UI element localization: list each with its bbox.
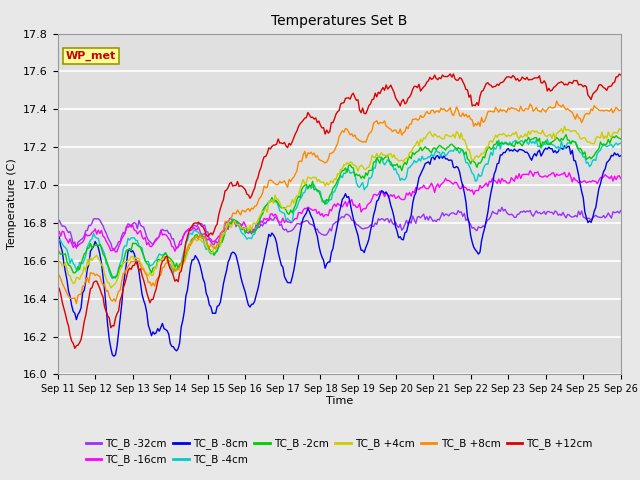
TC_B -4cm [617,140,625,146]
TC_B -32cm [160,228,168,233]
TC_B -2cm [562,132,570,138]
TC_B +12cm [395,99,403,105]
Line: TC_B +8cm: TC_B +8cm [58,101,621,303]
TC_B -8cm [376,192,384,198]
TC_B -16cm [376,189,384,194]
TC_B -8cm [54,232,61,238]
Legend: TC_B -32cm, TC_B -16cm, TC_B -8cm, TC_B -4cm, TC_B -2cm, TC_B +4cm, TC_B +8cm, T: TC_B -32cm, TC_B -16cm, TC_B -8cm, TC_B … [81,434,597,469]
Line: TC_B -32cm: TC_B -32cm [58,207,621,250]
TC_B -4cm [395,172,403,178]
TC_B +8cm [395,131,403,136]
TC_B -8cm [160,325,168,331]
TC_B +4cm [617,127,625,132]
TC_B -16cm [54,230,61,236]
TC_B -2cm [550,138,557,144]
TC_B -2cm [54,246,61,252]
TC_B -2cm [111,275,119,281]
TC_B -8cm [550,150,557,156]
TC_B +12cm [407,91,415,97]
TC_B +12cm [447,71,454,77]
TC_B -16cm [111,249,119,255]
TC_B +12cm [71,346,79,351]
TC_B -16cm [160,231,168,237]
Line: TC_B -16cm: TC_B -16cm [58,171,621,252]
TC_B -16cm [526,168,534,174]
TC_B +4cm [395,158,403,164]
TC_B -4cm [54,240,61,246]
TC_B -2cm [617,136,625,142]
TC_B +12cm [160,257,168,263]
TC_B +12cm [376,91,384,96]
TC_B +8cm [69,296,77,301]
TC_B +8cm [160,264,168,270]
TC_B -32cm [407,220,415,226]
TC_B +4cm [561,123,568,129]
TC_B -16cm [617,176,625,181]
TC_B -8cm [110,353,118,359]
TC_B -2cm [160,252,168,258]
Y-axis label: Temperature (C): Temperature (C) [8,158,17,250]
Line: TC_B -2cm: TC_B -2cm [58,135,621,278]
TC_B -16cm [407,193,415,199]
TC_B +8cm [407,121,415,127]
Text: WP_met: WP_met [66,51,116,61]
TC_B -16cm [69,245,77,251]
TC_B +4cm [376,152,384,158]
TC_B -8cm [395,235,403,240]
TC_B +4cm [107,285,115,291]
TC_B -2cm [395,165,403,170]
TC_B -4cm [160,252,168,257]
Title: Temperatures Set B: Temperatures Set B [271,14,408,28]
TC_B +8cm [553,98,561,104]
TC_B -32cm [110,247,118,253]
TC_B -2cm [407,156,415,162]
TC_B -8cm [69,309,77,314]
TC_B +8cm [72,300,80,306]
TC_B -2cm [376,160,384,166]
TC_B -32cm [551,208,559,214]
Line: TC_B +4cm: TC_B +4cm [58,126,621,288]
TC_B +8cm [550,105,557,110]
TC_B +4cm [407,149,415,155]
TC_B -32cm [69,241,77,247]
TC_B -4cm [543,136,551,142]
TC_B +4cm [69,281,77,287]
TC_B -32cm [395,225,403,230]
Line: TC_B -4cm: TC_B -4cm [58,139,621,278]
TC_B -32cm [498,204,506,210]
TC_B -8cm [617,153,625,158]
TC_B +12cm [617,72,625,78]
TC_B +8cm [617,107,625,113]
TC_B -32cm [376,217,384,223]
TC_B +4cm [54,263,61,269]
Line: TC_B -8cm: TC_B -8cm [58,146,621,356]
TC_B -32cm [54,218,61,224]
TC_B -4cm [109,276,116,281]
TC_B +8cm [54,270,61,276]
TC_B -4cm [376,155,384,160]
TC_B -4cm [407,163,415,168]
X-axis label: Time: Time [326,396,353,406]
TC_B -8cm [407,213,415,218]
TC_B +4cm [160,254,168,260]
TC_B -4cm [69,261,77,266]
TC_B -16cm [395,193,403,199]
TC_B +4cm [550,131,557,136]
TC_B +12cm [54,284,61,289]
TC_B +12cm [69,341,77,347]
TC_B -2cm [69,270,77,276]
TC_B +12cm [551,84,559,89]
TC_B -8cm [561,143,568,149]
TC_B -16cm [551,174,559,180]
TC_B -4cm [551,144,559,149]
TC_B -32cm [617,208,625,214]
TC_B +8cm [376,120,384,126]
Line: TC_B +12cm: TC_B +12cm [58,74,621,348]
